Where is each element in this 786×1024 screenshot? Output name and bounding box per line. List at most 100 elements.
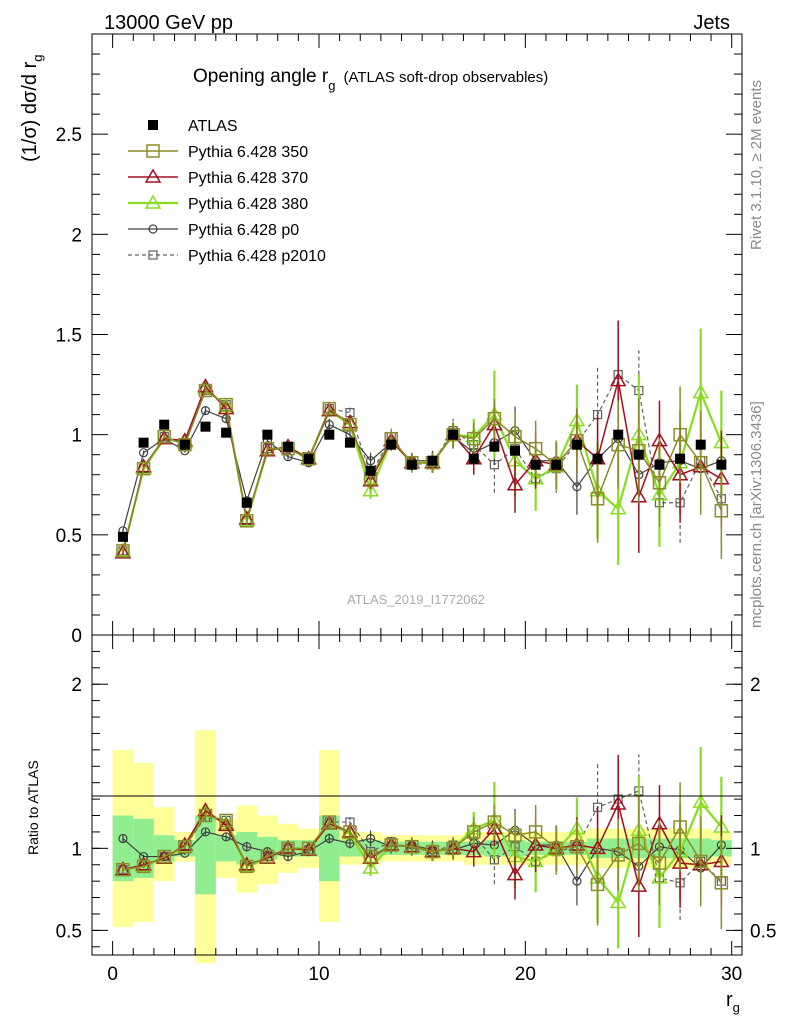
data-point <box>324 420 334 430</box>
data-point <box>654 459 665 470</box>
series-line <box>122 409 722 531</box>
main-plot-ticks: 0 0.5 1 1.5 2 2.5 <box>56 33 742 647</box>
data-point <box>343 825 357 839</box>
y-tick-label: 1 <box>71 839 82 860</box>
data-point <box>221 832 231 842</box>
data-point <box>425 844 440 859</box>
data-point <box>528 825 543 839</box>
data-point <box>303 453 314 464</box>
data-point <box>611 848 625 862</box>
data-point <box>590 492 605 506</box>
data-point <box>716 459 727 470</box>
data-point <box>487 411 502 426</box>
data-point <box>508 429 522 444</box>
data-point <box>551 459 562 470</box>
data-point <box>406 459 417 470</box>
data-point <box>324 833 334 844</box>
main-y-axis-label: (1/σ) dσ/d rg <box>19 55 45 163</box>
data-point <box>178 839 192 854</box>
legend-label: Pythia 6.428 350 <box>188 144 308 161</box>
data-point <box>240 514 254 528</box>
series-pythia-6-428-380 <box>114 328 730 565</box>
data-point <box>446 841 460 856</box>
data-point <box>528 441 543 456</box>
y-tick-label: 1 <box>750 839 761 860</box>
y-tick-label: 0.5 <box>56 526 82 547</box>
y-tick-label: 1.5 <box>56 326 82 347</box>
data-point <box>345 838 355 849</box>
data-point <box>632 836 646 851</box>
data-point <box>384 838 398 852</box>
legend-label: Pythia 6.428 380 <box>188 196 308 213</box>
data-point <box>714 876 729 890</box>
ratio-plot-frame <box>91 634 743 956</box>
data-point <box>283 441 294 452</box>
data-point <box>386 439 397 450</box>
data-point <box>136 461 151 476</box>
data-point <box>221 427 232 438</box>
data-point <box>138 448 149 458</box>
series-line <box>122 380 722 554</box>
data-point <box>609 893 627 909</box>
data-point <box>221 414 231 424</box>
legend-label: Pythia 6.428 p2010 <box>188 248 326 265</box>
header-left: 13000 GeV pp <box>104 12 233 34</box>
data-point <box>506 476 524 491</box>
data-point <box>692 384 710 399</box>
data-point <box>217 400 235 415</box>
analysis-watermark: ATLAS_2019_I1772062 <box>347 592 485 607</box>
data-point <box>262 429 273 440</box>
data-point <box>613 429 624 440</box>
data-point <box>572 482 582 492</box>
series-line <box>122 389 723 552</box>
data-point <box>281 841 295 856</box>
data-point <box>217 816 235 832</box>
legend-marker <box>146 144 160 158</box>
y-tick-label: 0 <box>71 626 82 647</box>
data-point <box>198 808 213 823</box>
ratio-plot-series <box>114 747 730 949</box>
y-tick-label: 2.5 <box>56 125 82 146</box>
data-point <box>283 851 293 862</box>
legend-marker <box>144 194 162 209</box>
data-point <box>693 854 708 869</box>
data-point <box>592 453 603 464</box>
legend-item-pythia-6-428-p0: Pythia 6.428 p0 <box>128 222 299 239</box>
y-tick-label: 2 <box>750 675 761 696</box>
data-point <box>487 815 502 829</box>
y-tick-label: 1 <box>71 426 82 447</box>
data-point <box>572 876 582 886</box>
data-point <box>322 815 337 829</box>
y-tick-label: 2 <box>71 675 82 696</box>
stat-uncertainty-band <box>195 815 216 895</box>
data-point <box>365 833 376 844</box>
data-point <box>114 544 132 559</box>
x-tick-label: 0 <box>107 964 118 985</box>
y-tick-label: 0.5 <box>750 921 776 942</box>
series-pythia-6-428-p0 <box>118 394 726 536</box>
data-point <box>198 383 213 398</box>
legend-marker <box>144 168 162 183</box>
data-point <box>200 827 211 837</box>
data-point <box>405 839 419 854</box>
data-point <box>343 417 357 432</box>
data-point <box>468 453 479 464</box>
legend: ATLAS Pythia 6.428 350 Pythia 6.428 370 Pyt… <box>128 118 326 265</box>
data-point <box>714 504 729 518</box>
rivet-version-label: Rivet 3.1.10, ≥ 2M events <box>748 80 765 250</box>
data-point <box>136 859 151 874</box>
stat-uncertainty-band <box>215 835 237 862</box>
legend-label: Pythia 6.428 p0 <box>188 222 299 239</box>
data-point <box>362 482 379 497</box>
legend-item-pythia-6-428-370: Pythia 6.428 370 <box>128 168 308 187</box>
data-point <box>301 451 316 466</box>
data-point <box>692 793 710 809</box>
data-point <box>320 402 338 417</box>
ratio-y-axis-label: Ratio to ATLAS <box>25 760 41 855</box>
data-point <box>238 512 256 527</box>
series-pythia-6-428-350 <box>116 383 729 559</box>
series-pythia-6-428-p2010 <box>118 328 726 556</box>
data-point <box>673 820 687 834</box>
data-point <box>506 866 524 881</box>
